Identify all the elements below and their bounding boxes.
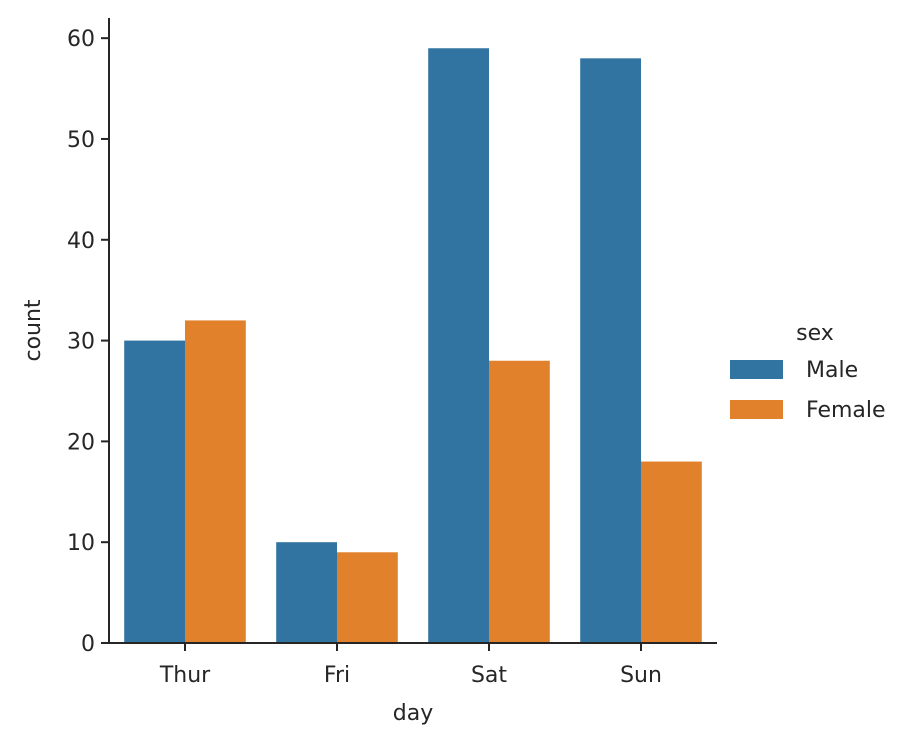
legend-label-male: Male (806, 358, 858, 383)
y-tick-label: 40 (67, 229, 95, 254)
y-tick-label: 20 (67, 430, 95, 455)
bar-male-thur (124, 340, 185, 643)
y-tick-label: 0 (81, 632, 95, 657)
bar-female-thur (185, 320, 246, 643)
x-axis-title: day (393, 701, 433, 726)
bar-female-sun (641, 461, 702, 643)
y-tick-label: 10 (67, 531, 95, 556)
bar-female-sat (489, 360, 550, 643)
y-axis-title: count (21, 299, 46, 361)
legend: sex Male Female (730, 321, 886, 423)
x-tick-label-sun: Sun (620, 663, 662, 688)
bar-male-sat (428, 48, 489, 643)
bar-male-sun (580, 58, 641, 644)
legend-swatch-male (730, 360, 783, 379)
legend-title: sex (796, 321, 834, 346)
bar-female-fri (337, 552, 398, 643)
x-tick-label-fri: Fri (324, 663, 350, 688)
bar-male-fri (276, 542, 337, 643)
legend-swatch-female (730, 400, 783, 419)
y-tick-label: 60 (67, 27, 95, 52)
x-tick-label-thur: Thur (159, 663, 211, 688)
legend-label-female: Female (806, 398, 886, 423)
x-ticks-group: Thur Fri Sat Sun (159, 643, 662, 688)
x-tick-label-sat: Sat (471, 663, 507, 688)
bars-group (124, 48, 702, 644)
y-tick-label: 50 (67, 128, 95, 153)
y-ticks-group: 0 10 20 30 40 50 60 (67, 27, 109, 657)
y-tick-label: 30 (67, 330, 95, 355)
